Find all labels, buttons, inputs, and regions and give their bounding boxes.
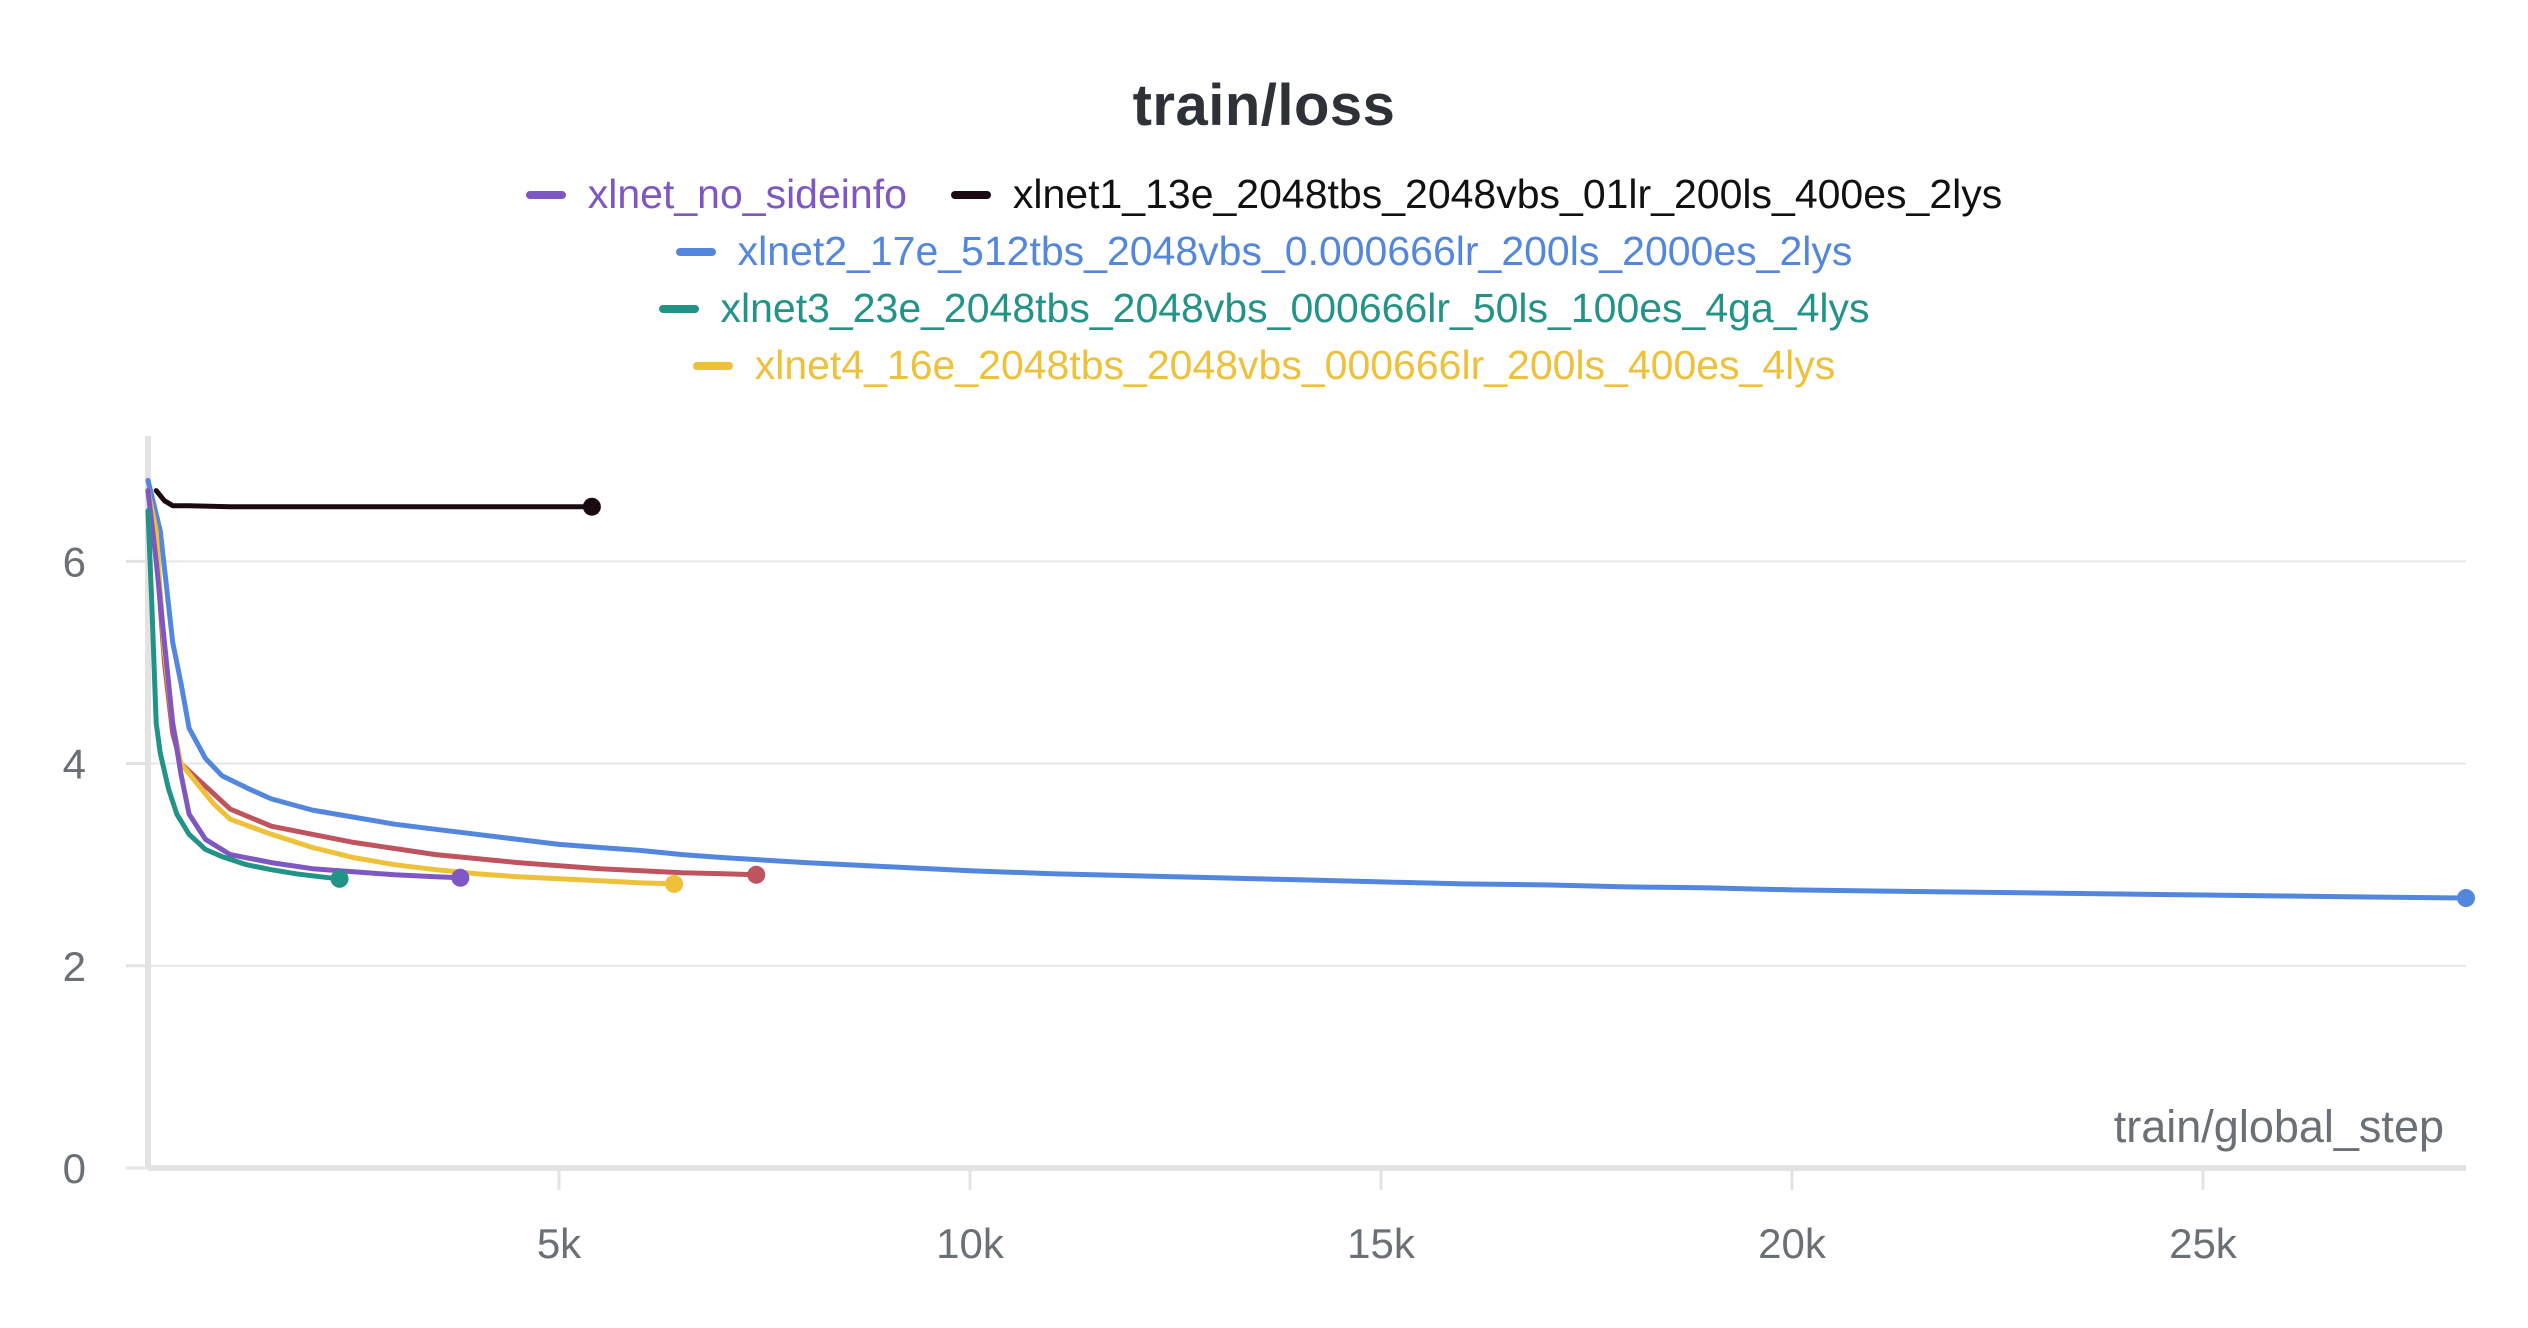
legend-label: xlnet1_13e_2048tbs_2048vbs_01lr_200ls_40…: [1012, 171, 2003, 217]
legend-swatch: [658, 304, 699, 313]
series-end-point[interactable]: [665, 874, 684, 893]
series-line[interactable]: [145, 488, 759, 878]
legend: xlnet_no_sideinfo xlnet1_13e_2048tbs_2048…: [0, 166, 2528, 394]
y-tick-label: 4: [63, 741, 86, 788]
x-axis-label: train/global_step: [2114, 1101, 2444, 1152]
legend-row: xlnet4_16e_2048tbs_2048vbs_000666lr_200l…: [0, 337, 2528, 394]
x-tick-label: 15k: [1347, 1220, 1416, 1267]
legend-label: xlnet4_16e_2048tbs_2048vbs_000666lr_200l…: [754, 342, 1836, 388]
series-end-point[interactable]: [2457, 889, 2475, 908]
series-end-point[interactable]: [747, 865, 766, 884]
legend-swatch: [525, 190, 566, 199]
series-line[interactable]: [145, 488, 463, 881]
series-end-point[interactable]: [451, 868, 470, 887]
x-tick-label: 25k: [2169, 1220, 2238, 1267]
x-tick-label: 5k: [537, 1220, 582, 1267]
series-end-point[interactable]: [330, 869, 349, 888]
y-tick-label: 0: [63, 1145, 86, 1192]
legend-label: xlnet3_23e_2048tbs_2048vbs_000666lr_50ls…: [720, 285, 1870, 331]
legend-item[interactable]: xlnet4_16e_2048tbs_2048vbs_000666lr_200l…: [692, 342, 1836, 389]
series-end-point[interactable]: [582, 497, 601, 516]
chart-title: train/loss: [1132, 73, 1396, 138]
x-tick-label: 10k: [936, 1220, 1005, 1267]
legend-label: xlnet2_17e_512tbs_2048vbs_0.000666lr_200…: [737, 228, 1853, 274]
legend-row: xlnet_no_sideinfo xlnet1_13e_2048tbs_2048…: [0, 166, 2528, 223]
series-line[interactable]: [145, 508, 342, 882]
legend-row: xlnet2_17e_512tbs_2048vbs_0.000666lr_200…: [0, 223, 2528, 280]
tick-labels: 5k 10k 15k 20k 25k 0 2 4 6: [63, 538, 2238, 1267]
y-tick-label: 6: [63, 538, 86, 585]
series-line[interactable]: [145, 477, 2469, 901]
series-end-markers: [330, 497, 2475, 908]
axes: [145, 436, 2466, 1171]
legend-item[interactable]: xlnet2_17e_512tbs_2048vbs_0.000666lr_200…: [675, 228, 1853, 275]
legend-row: xlnet3_23e_2048tbs_2048vbs_000666lr_50ls…: [0, 280, 2528, 337]
legend-swatch: [692, 361, 733, 370]
series-line[interactable]: [153, 488, 595, 510]
legend-item[interactable]: xlnet1_13e_2048tbs_2048vbs_01lr_200ls_40…: [950, 171, 2003, 218]
grid-lines: [148, 560, 2466, 967]
x-tick-label: 20k: [1758, 1220, 1827, 1267]
y-tick-label: 2: [63, 943, 86, 990]
legend-label: xlnet_no_sideinfo: [587, 171, 907, 217]
legend-swatch: [675, 247, 716, 256]
legend-item[interactable]: xlnet_no_sideinfo: [525, 171, 907, 218]
legend-swatch: [950, 190, 991, 199]
legend-item[interactable]: xlnet3_23e_2048tbs_2048vbs_000666lr_50ls…: [658, 285, 1870, 332]
series-lines: [145, 477, 2469, 901]
